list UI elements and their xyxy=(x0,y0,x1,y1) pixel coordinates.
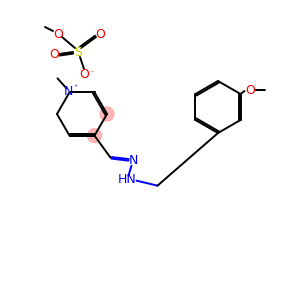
Text: N: N xyxy=(129,154,138,167)
Text: O: O xyxy=(95,28,105,40)
Text: S: S xyxy=(74,46,82,59)
Text: HN: HN xyxy=(118,173,137,186)
Text: O: O xyxy=(53,28,63,40)
Circle shape xyxy=(100,107,114,121)
Text: O: O xyxy=(79,68,89,80)
Text: N: N xyxy=(64,85,73,98)
Text: ⁺: ⁺ xyxy=(74,83,78,92)
Text: ⁻: ⁻ xyxy=(90,68,94,77)
Circle shape xyxy=(88,129,101,143)
Text: O: O xyxy=(49,47,59,61)
Text: O: O xyxy=(246,83,256,97)
